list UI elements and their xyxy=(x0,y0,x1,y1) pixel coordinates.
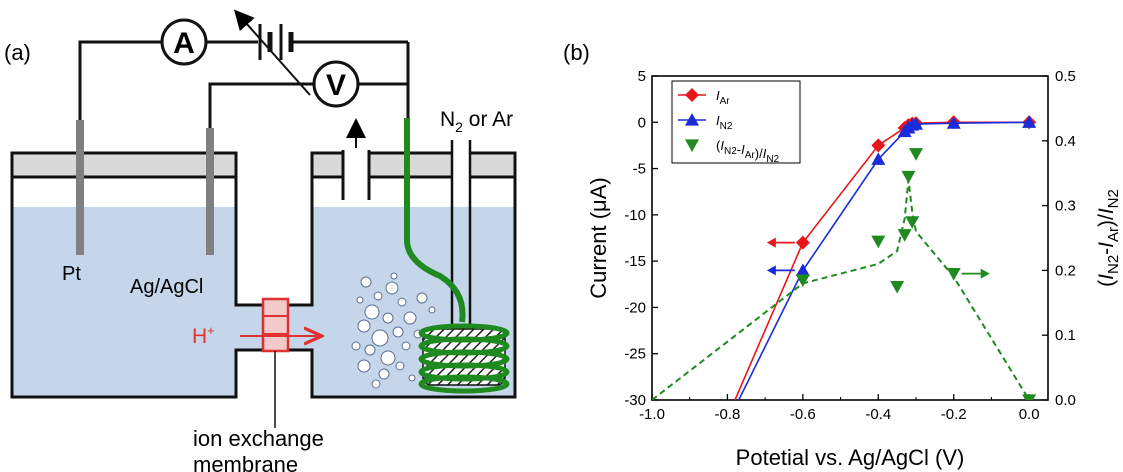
x-tick-label: -0.4 xyxy=(865,406,891,423)
y2-tick-label: 0.3 xyxy=(1055,198,1076,215)
bubble xyxy=(372,330,388,346)
data-point-diamond xyxy=(796,236,810,250)
circuit-wires xyxy=(80,42,408,155)
bubble xyxy=(383,313,393,323)
axis-indicator-arrowhead xyxy=(767,238,776,248)
bubble xyxy=(398,298,406,306)
svg-text:A: A xyxy=(173,27,195,60)
bubble xyxy=(379,369,389,379)
panel-b: (b) -1.0 -0.8 -0.6 -0.4 -0.2 0.0 5 0 -5 -10 -15 -20… xyxy=(563,40,1122,470)
bubble xyxy=(358,360,370,372)
axis-indicator-arrowhead xyxy=(767,265,776,275)
y-axis-label: Current (μA) xyxy=(586,177,611,298)
y2-tick-label: 0.0 xyxy=(1055,392,1076,409)
bubble xyxy=(361,277,371,287)
y2-axis-label: (IN2-IAr)/IN2 xyxy=(1095,189,1122,287)
y-tick-label: -30 xyxy=(624,392,646,409)
bubble xyxy=(429,307,435,313)
pt-electrode xyxy=(76,120,84,255)
y-tick-label: 0 xyxy=(638,114,646,131)
agagcl-label: Ag/AgCl xyxy=(130,276,203,298)
data-point-triangle-down xyxy=(905,216,919,229)
data-point-triangle-down xyxy=(890,281,904,294)
y2-tick-label: 0.1 xyxy=(1055,327,1076,344)
panel-b-label: (b) xyxy=(563,40,590,65)
bubble xyxy=(374,292,382,300)
y2-tick-label: 0.2 xyxy=(1055,262,1076,279)
data-point-triangle-down xyxy=(909,148,923,161)
series-line xyxy=(652,180,1029,400)
x-tick-label: -0.2 xyxy=(941,406,967,423)
y-tick-label: 5 xyxy=(638,68,646,85)
panel-a: (a) xyxy=(4,14,515,472)
bubble xyxy=(386,282,398,294)
x-tick-label: -0.6 xyxy=(790,406,816,423)
pt-label: Pt xyxy=(62,263,81,285)
bubble xyxy=(391,273,397,279)
y-tick-label: -15 xyxy=(624,253,646,270)
bubble xyxy=(357,297,363,303)
iv-chart: -1.0 -0.8 -0.6 -0.4 -0.2 0.0 5 0 -5 -10 -15 -20 -25 -… xyxy=(586,68,1122,470)
bubble xyxy=(417,293,427,303)
data-point-diamond xyxy=(871,138,885,152)
legend: IAr IN2 (IN2-IAr)/IN2 xyxy=(672,81,800,165)
agagcl-electrode xyxy=(206,128,214,255)
bubble xyxy=(358,320,370,332)
bubble xyxy=(393,327,403,337)
bubble xyxy=(409,375,415,381)
x-tick-label: 0.0 xyxy=(1019,406,1040,423)
voltmeter-icon: V xyxy=(314,62,358,106)
bubble xyxy=(372,380,380,388)
y-tick-label: -10 xyxy=(624,207,646,224)
y-tick-label: -20 xyxy=(624,299,646,316)
data-point-triangle-down xyxy=(947,268,961,281)
x-tick-label: -0.8 xyxy=(714,406,740,423)
axis-indicator-arrowhead xyxy=(981,269,990,279)
ammeter-icon: A xyxy=(162,20,206,64)
gas-label: N2 or Ar xyxy=(440,108,513,135)
panel-a-label: (a) xyxy=(4,40,31,65)
y2-tick-label: 0.5 xyxy=(1055,68,1076,85)
gas-outlet-tube xyxy=(343,124,369,200)
bubble xyxy=(365,345,375,355)
y-tick-label: -5 xyxy=(633,161,646,178)
bubble xyxy=(365,305,379,319)
data-point-triangle-up xyxy=(796,263,810,276)
bubble xyxy=(404,312,416,324)
ion-exchange-membrane xyxy=(263,299,288,351)
data-point-triangle-down xyxy=(871,236,885,249)
bubble xyxy=(352,342,360,350)
bubble xyxy=(396,362,404,370)
svg-text:V: V xyxy=(326,69,346,102)
y-tick-label: -25 xyxy=(624,346,646,363)
bubble xyxy=(402,342,410,350)
y2-tick-label: 0.4 xyxy=(1055,133,1076,150)
x-axis-label: Potetial vs. Ag/AgCl (V) xyxy=(736,445,965,470)
data-point-triangle-down xyxy=(901,171,915,184)
left-lid xyxy=(12,153,236,177)
bubble xyxy=(381,351,395,365)
membrane-label-line1: ion exchange xyxy=(193,426,324,451)
membrane-label-line2: membrane xyxy=(193,452,298,472)
